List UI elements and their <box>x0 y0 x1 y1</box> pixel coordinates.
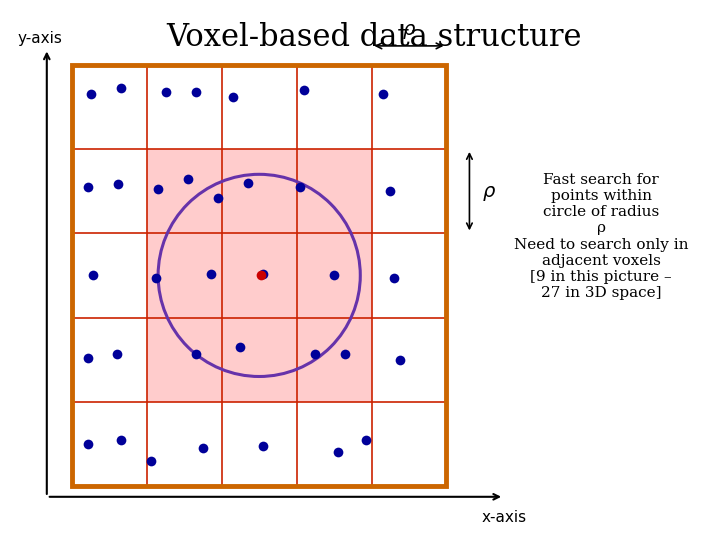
Text: Fast search for
points within
circle of radius
ρ
Need to search only in
adjacent: Fast search for points within circle of … <box>514 173 688 300</box>
Text: Voxel-based data structure: Voxel-based data structure <box>166 22 582 52</box>
Text: x-axis: x-axis <box>482 510 526 525</box>
Text: ρ: ρ <box>482 181 495 201</box>
Bar <box>72 65 446 486</box>
Bar <box>147 149 372 402</box>
Text: ρ: ρ <box>402 21 415 39</box>
Text: y-axis: y-axis <box>18 31 63 46</box>
